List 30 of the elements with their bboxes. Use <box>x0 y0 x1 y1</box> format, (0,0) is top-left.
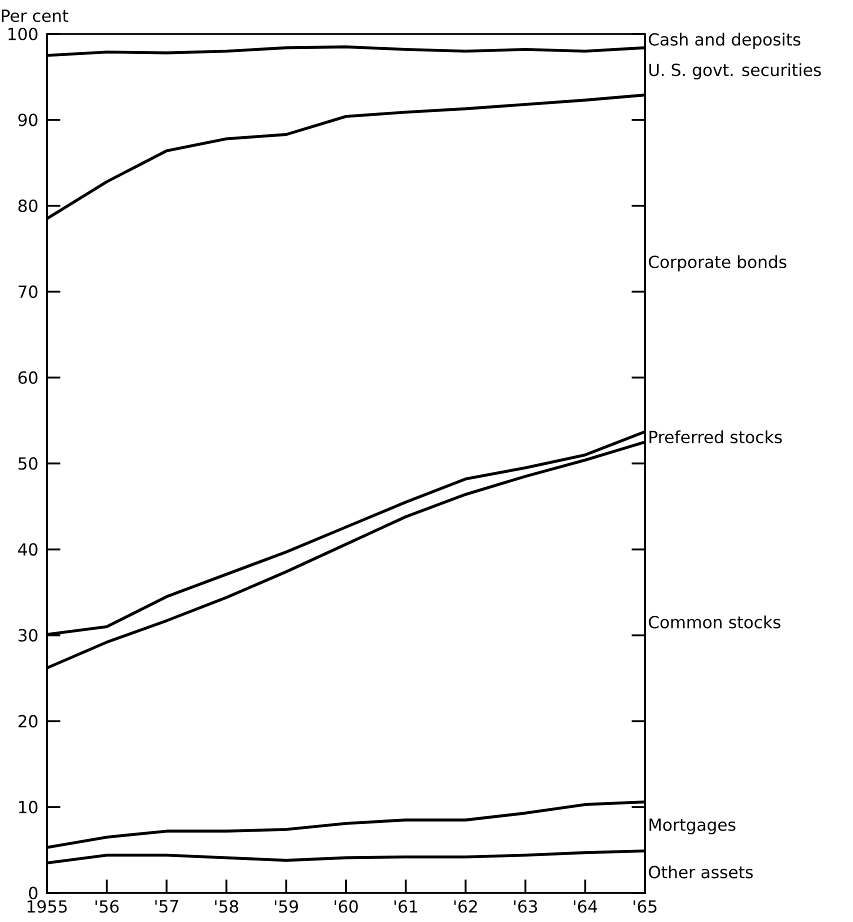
x-tick-label: '65 <box>634 900 656 913</box>
text: Other assets <box>648 865 753 878</box>
text: Corporate bonds <box>648 255 786 272</box>
y-axis-title: Per cent <box>2 10 68 22</box>
text: Cash and deposits <box>648 32 800 49</box>
y-tick-label: 60 <box>18 371 38 384</box>
y-tick-label: 30 <box>18 628 38 642</box>
y-tick-label: 50 <box>18 457 38 470</box>
y-tick-label: 100 <box>8 28 38 40</box>
x-tick-label: '61 <box>394 900 418 913</box>
x-tick-label: '60 <box>334 900 358 913</box>
y-tick-label: 40 <box>18 543 38 556</box>
x-tick-label: '59 <box>274 900 298 913</box>
x-tick-label: '56 <box>96 900 119 913</box>
x-tick-label: '58 <box>215 900 238 913</box>
y-tick-label: 80 <box>18 199 38 212</box>
text: Mortgages <box>650 818 736 834</box>
text: Common stocks <box>648 616 780 628</box>
text: U. S. govt. securities <box>649 63 821 80</box>
y-tick-label: 0 <box>29 886 38 900</box>
y-tick-label: 90 <box>18 114 38 126</box>
x-tick-label: '62 <box>454 900 477 913</box>
y-tick-label: 70 <box>18 285 38 298</box>
y-tick-label: 10 <box>19 800 38 814</box>
text: Preferred stocks <box>650 430 782 444</box>
x-tick-label: '63 <box>514 900 537 913</box>
y-tick-label: 20 <box>18 714 38 728</box>
x-tick-label: '64 <box>574 900 598 913</box>
x-tick-label: '57 <box>155 900 178 913</box>
x-tick-label: 1955 <box>28 900 67 913</box>
